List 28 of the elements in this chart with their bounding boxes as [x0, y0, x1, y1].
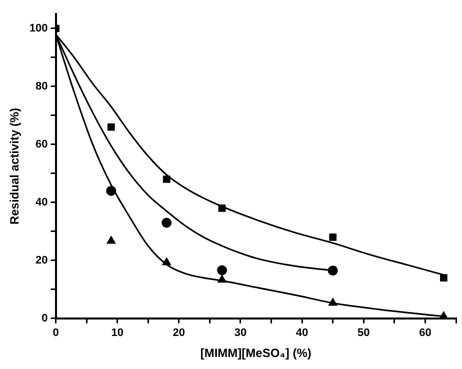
point [440, 274, 448, 282]
point [328, 266, 338, 276]
y-tick-label: 100 [29, 22, 48, 35]
x-tick-label: 30 [234, 327, 247, 340]
point [107, 123, 115, 131]
x-tick-label: 60 [419, 327, 432, 340]
y-tick-label: 0 [42, 312, 48, 324]
point [217, 265, 228, 276]
point [162, 257, 171, 266]
y-tick-label: 60 [36, 138, 48, 150]
x-tick-label: 10 [111, 327, 124, 340]
y-axis-title: Residual activity (%) [8, 108, 22, 225]
x-axis-title: [MIMM][MeSO₄] (%) [200, 346, 312, 360]
y-tick-label: 80 [36, 80, 48, 93]
point [106, 186, 116, 196]
point [218, 204, 226, 212]
point [162, 176, 170, 183]
point [106, 236, 116, 244]
point [328, 298, 338, 306]
x-tick-label: 50 [358, 327, 370, 340]
y-tick-label: 40 [36, 196, 48, 208]
x-tick-label: 40 [296, 327, 308, 340]
point [218, 274, 226, 283]
point [329, 234, 337, 241]
y-tick-label: 20 [36, 254, 48, 266]
x-tick-label: 20 [172, 327, 186, 340]
x-tick-label: 0 [52, 327, 59, 340]
point [162, 218, 172, 228]
